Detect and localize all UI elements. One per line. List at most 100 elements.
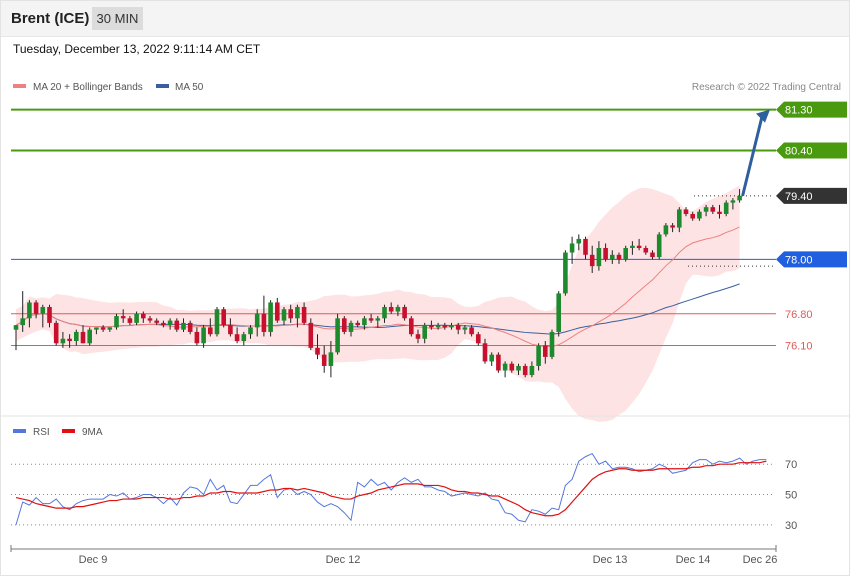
- candle-body: [563, 252, 568, 294]
- candle-body: [167, 320, 173, 326]
- candle-body: [536, 345, 541, 366]
- bollinger-band: [16, 185, 740, 422]
- candle-body: [234, 334, 240, 342]
- legend-9ma-label: 9MA: [82, 427, 103, 438]
- legend-ma20-label: MA 20 + Bollinger Bands: [33, 82, 143, 93]
- candle-body: [321, 354, 327, 366]
- candle-body: [442, 325, 448, 328]
- candle-body: [449, 325, 454, 328]
- candle-body: [13, 325, 19, 330]
- candle-body: [723, 202, 729, 214]
- candle-body: [610, 254, 615, 260]
- candle-body: [717, 211, 722, 214]
- legend-ma50-swatch: [156, 84, 169, 88]
- candle-body: [382, 306, 387, 319]
- candle-body: [482, 343, 488, 362]
- x-tick-label: Dec 26: [743, 554, 778, 566]
- candle-body: [134, 313, 139, 323]
- level-label-78.00: 78.00: [785, 254, 813, 266]
- candle-body: [33, 302, 39, 314]
- candle-body: [281, 309, 287, 321]
- candle-body: [375, 318, 381, 321]
- candle-body: [241, 334, 247, 342]
- candle-body: [53, 322, 59, 344]
- candle-body: [455, 325, 461, 330]
- legend-rsi-swatch: [13, 429, 26, 433]
- forecast-arrow-head: [756, 109, 770, 123]
- candle-body: [308, 322, 314, 348]
- level-label-81.30: 81.30: [785, 105, 813, 117]
- level-label-76.80: 76.80: [785, 309, 813, 321]
- candle-body: [670, 225, 675, 228]
- candle-body: [208, 327, 213, 335]
- candle-body: [583, 238, 588, 255]
- candle-body: [569, 243, 575, 253]
- candle-body: [576, 238, 582, 244]
- main-plot: 81.30 80.40 79.40 78.00 76.80 76.10: [11, 101, 847, 422]
- rsi-level-label-30: 30: [785, 520, 797, 532]
- candle-body: [435, 325, 441, 328]
- rsi-level-label-70: 70: [785, 459, 797, 471]
- candle-body: [643, 248, 649, 253]
- candle-body: [636, 245, 642, 248]
- candle-body: [656, 234, 662, 258]
- candle-body: [301, 306, 307, 323]
- candle-body: [261, 313, 267, 332]
- candle-body: [522, 365, 528, 376]
- candle-body: [94, 327, 99, 330]
- candle-body: [630, 245, 635, 248]
- candle-body: [194, 331, 200, 344]
- candle-body: [228, 325, 233, 335]
- candle-body: [67, 338, 72, 342]
- candle-body: [402, 306, 407, 319]
- candle-body: [556, 293, 561, 332]
- level-tag-81.30: [776, 101, 847, 118]
- candle-body: [141, 313, 146, 319]
- candle-body: [409, 318, 414, 335]
- candle-body: [549, 331, 555, 357]
- candle-body: [74, 331, 79, 342]
- x-tick-label: Dec 14: [676, 554, 711, 566]
- candle-body: [315, 347, 320, 355]
- candle-body: [187, 322, 193, 332]
- header-bar: Brent (ICE) 30 MIN: [0, 0, 850, 37]
- candle-body: [40, 306, 46, 314]
- candle-body: [489, 354, 494, 362]
- x-tick-label: Dec 12: [326, 554, 361, 566]
- level-tag-80.40: [776, 142, 847, 159]
- candle-body: [20, 318, 25, 326]
- timeframe-button[interactable]: 30 MIN: [92, 7, 143, 30]
- candle-body: [388, 306, 394, 312]
- candle-body: [80, 331, 86, 344]
- candle-body: [27, 302, 32, 319]
- candle-body: [355, 322, 360, 326]
- candle-body: [529, 365, 535, 376]
- level-label-76.10: 76.10: [785, 341, 813, 353]
- level-tag-78.00: [776, 251, 847, 268]
- candle-body: [107, 327, 113, 330]
- legend-rsi-label: RSI: [33, 427, 50, 438]
- candle-body: [422, 325, 427, 339]
- legend-ma20-swatch: [13, 84, 26, 88]
- candle-body: [623, 248, 628, 260]
- candle-body: [295, 306, 300, 319]
- x-tick-label: Dec 13: [593, 554, 628, 566]
- forecast-arrow: [741, 116, 764, 197]
- candle-body: [288, 309, 293, 319]
- x-tick-label: Dec 9: [79, 554, 108, 566]
- candle-body: [663, 225, 669, 235]
- candle-body: [181, 322, 186, 330]
- candle-body: [476, 334, 481, 344]
- level-label-79.40: 79.40: [785, 191, 813, 203]
- candle-body: [60, 338, 66, 344]
- timestamp: Tuesday, December 13, 2022 9:11:14 AM CE…: [13, 42, 261, 56]
- candle-body: [201, 327, 206, 344]
- candle-body: [248, 327, 253, 335]
- candle-body: [328, 352, 334, 366]
- candle-body: [100, 327, 106, 330]
- candle-body: [127, 318, 133, 323]
- rsi-line: [15, 452, 767, 525]
- candle-body: [275, 302, 280, 321]
- candle-body: [154, 320, 159, 323]
